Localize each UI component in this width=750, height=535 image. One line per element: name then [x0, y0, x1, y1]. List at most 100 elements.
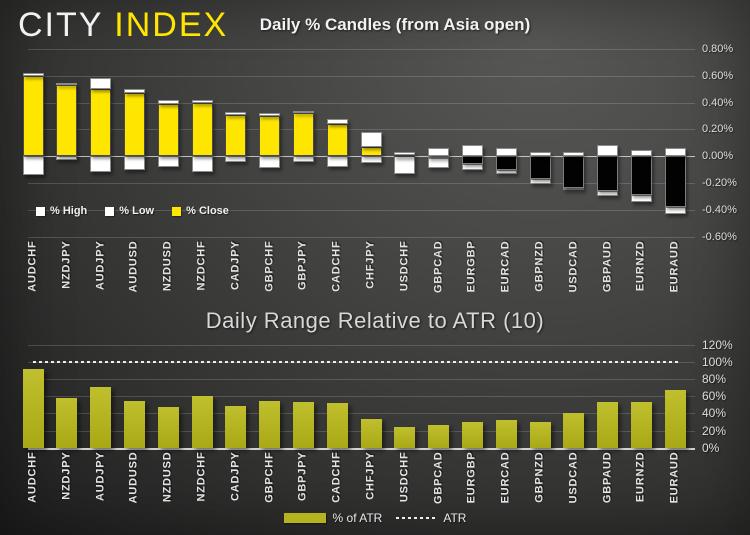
grid-line	[28, 396, 695, 398]
x-category-label: AUDUSD	[127, 240, 140, 292]
x-category-label: AUDCHF	[26, 240, 39, 292]
logo-index-text: INDEX	[114, 6, 229, 44]
grid-line	[28, 379, 695, 381]
x-category-label: GBPAUD	[601, 451, 614, 503]
top-candles-plot-area	[22, 49, 695, 238]
candle-close-body	[259, 116, 281, 157]
y-axis-tick-label: 20%	[702, 423, 727, 438]
candle-close-body	[56, 85, 78, 157]
y-axis-tick-label: 120%	[702, 338, 733, 352]
candle-close-body	[22, 75, 44, 157]
atr-percent-bar	[90, 386, 112, 448]
y-axis-tick-label: 0.80%	[702, 43, 734, 55]
x-category-label: USDCHF	[398, 451, 411, 502]
candle-low-segment	[529, 178, 551, 185]
candle-high-segment	[664, 148, 686, 157]
atr-percent-bar	[157, 407, 179, 448]
atr-percent-bar	[597, 402, 619, 448]
candle-close-body	[630, 156, 652, 196]
x-category-label: AUDJPY	[94, 240, 107, 290]
candle-close-body	[394, 154, 416, 157]
candle-high-segment	[90, 78, 112, 90]
x-category-label: CADCHF	[330, 240, 343, 292]
grid-line	[28, 75, 695, 77]
x-category-label: CHFJPY	[364, 451, 377, 500]
y-axis-tick-label: 80%	[702, 372, 727, 387]
candle-high-segment	[495, 148, 517, 157]
candle-close-body	[428, 156, 450, 159]
candle-low-segment	[394, 156, 416, 174]
atr-percent-bar	[664, 390, 686, 448]
bottom-chart-title: Daily Range Relative to ATR (10)	[205, 308, 545, 333]
x-category-label: GBPJPY	[296, 240, 309, 290]
atr-percent-bar	[394, 427, 416, 448]
atr-reference-line	[33, 361, 678, 364]
x-category-label: GBPCHF	[263, 451, 276, 503]
candle-close-body	[191, 102, 213, 157]
atr-bar-swatch-icon	[283, 513, 326, 523]
candle-low-segment	[495, 169, 517, 174]
logo-city-text: CITY	[18, 6, 103, 44]
y-axis-tick-label: 0.00%	[702, 150, 734, 163]
x-category-label: EURNZD	[634, 240, 647, 291]
legend-low-label: % Low	[119, 205, 155, 217]
candle-close-body	[157, 103, 179, 157]
legend-high-label: % High	[50, 205, 88, 217]
candle-low-segment	[292, 156, 314, 162]
candle-low-segment	[90, 156, 112, 173]
y-axis-tick-label: -0.20%	[702, 177, 737, 189]
legend-item-close: % Close	[172, 205, 229, 217]
candle-high-segment	[428, 148, 450, 157]
candle-low-segment	[326, 156, 348, 167]
atr-bars-plot-area	[22, 345, 695, 450]
candle-close-body	[664, 156, 686, 208]
candle-low-segment	[191, 156, 213, 173]
x-category-label: GBPCHF	[263, 240, 276, 292]
candle-close-body	[225, 114, 247, 157]
x-category-label: GBPNZD	[533, 240, 546, 292]
x-category-label: NZDCHF	[195, 451, 208, 502]
atr-percent-bar	[360, 418, 382, 448]
close-swatch-icon	[172, 206, 182, 216]
y-axis-tick-label: 40%	[702, 406, 727, 421]
candle-low-segment	[461, 164, 483, 170]
legend-atr-label: ATR	[443, 511, 467, 525]
atr-percent-bar	[292, 402, 314, 448]
candle-high-segment	[630, 149, 652, 157]
x-category-label: EURCAD	[499, 240, 512, 292]
grid-line	[28, 413, 695, 415]
candle-low-segment	[56, 156, 78, 161]
x-category-label: NZDJPY	[60, 240, 73, 289]
x-category-label: EURGBP	[465, 451, 478, 503]
atr-percent-bar	[22, 368, 44, 448]
grid-line	[28, 129, 695, 131]
x-category-label: NZDUSD	[161, 451, 174, 502]
x-category-label: EURNZD	[634, 451, 647, 502]
x-category-label: GBPAUD	[601, 240, 614, 292]
atr-dotted-swatch-icon	[396, 517, 437, 519]
atr-percent-bar	[123, 400, 145, 448]
candle-high-segment	[259, 113, 281, 116]
atr-percent-bar	[225, 405, 247, 448]
x-category-label: GBPCAD	[432, 240, 445, 293]
grid-line	[28, 447, 695, 450]
candle-low-segment	[428, 157, 450, 169]
grid-line	[28, 209, 695, 211]
candle-high-segment	[56, 82, 78, 86]
candle-low-segment	[22, 156, 44, 175]
atr-percent-bar	[630, 402, 652, 448]
legend-close-label: % Close	[186, 205, 229, 217]
x-category-label: CADCHF	[330, 451, 343, 503]
x-category-label: AUDUSD	[127, 451, 140, 503]
candle-close-body	[597, 156, 619, 192]
y-axis-tick-label: -0.60%	[702, 230, 737, 243]
x-category-label: EURAUD	[668, 240, 681, 292]
candle-high-segment	[529, 152, 551, 157]
grid-line	[28, 183, 695, 184]
candle-high-segment	[123, 89, 145, 94]
candle-low-segment	[360, 156, 382, 163]
x-category-label: EURGBP	[465, 240, 478, 292]
y-axis-tick-label: -0.40%	[702, 203, 737, 216]
grid-line	[28, 49, 695, 50]
